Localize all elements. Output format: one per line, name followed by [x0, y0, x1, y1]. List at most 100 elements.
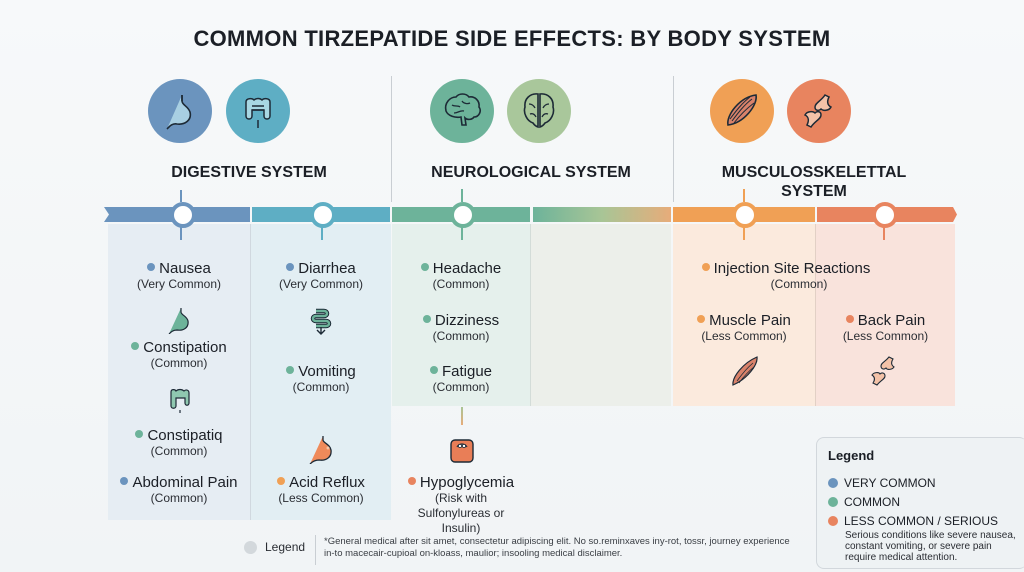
side-effect-frequency: (Common) [150, 491, 208, 505]
side-effect-diarrhea: Diarrhea (Very Common) [251, 260, 391, 292]
side-effect-name: Diarrhea [298, 260, 356, 277]
side-effect-name: Constipatiq [147, 427, 223, 444]
page-title: COMMON TIRZEPATIDE SIDE EFFECTS: BY BODY… [193, 26, 831, 51]
footer-legend[interactable]: Legend [244, 540, 305, 554]
common-dot [828, 497, 838, 507]
less-common-dot [277, 477, 286, 485]
common-dot [131, 342, 140, 350]
common-dot [420, 263, 429, 271]
timeline-node-digestive-1[interactable] [170, 202, 196, 228]
side-effect-name: Abdominal Pain [132, 474, 238, 491]
timeline-tick [321, 226, 323, 240]
very-common-dot [147, 263, 156, 271]
system-title-digestive: DIGESTIVE SYSTEM [171, 164, 327, 181]
timeline-tick [461, 189, 463, 202]
side-effect-name: Nausea [159, 260, 211, 277]
legend-entry-less-common-serious: LESS COMMON / SERIOUS [828, 514, 998, 528]
acid-reflux-stomach-icon [309, 436, 332, 464]
side-effect-back-pain: Back Pain (Less Common) [816, 312, 955, 344]
stomach-icon [168, 308, 189, 334]
side-effect-hypoglycemia: Hypoglycemia (Risk with Sulfonylureas or… [392, 474, 530, 536]
system-title-neurological: NEUROLOGICAL SYSTEM [431, 164, 631, 181]
footer-divider [315, 535, 316, 565]
less-common-dot [845, 315, 854, 323]
side-effect-name: Acid Reflux [289, 474, 365, 491]
side-effect-name: Hypoglycemia [419, 474, 515, 491]
panel-neuro-2 [531, 224, 671, 406]
side-effect-frequency-line-1: (Risk with [434, 491, 487, 505]
side-effect-abdominal-pain: Abdominal Pain (Common) [104, 474, 254, 506]
side-effect-acid-reflux: Acid Reflux (Less Common) [251, 474, 391, 506]
muscle-icon [732, 356, 758, 386]
timeline-tick [180, 190, 182, 202]
side-effect-name: Muscle Pain [709, 312, 791, 329]
stomach-icon [148, 79, 212, 143]
side-effect-injection-site-reactions: Injection Site Reactions (Common) [673, 260, 899, 292]
panel-digestive-2 [251, 224, 391, 520]
side-effect-frequency: (Very Common) [136, 277, 222, 291]
side-effect-name: Fatigue [441, 363, 493, 380]
legend-dot-icon [244, 540, 257, 554]
legend-title: Legend [828, 448, 875, 463]
very-common-dot [120, 477, 129, 485]
timeline-tick [743, 189, 745, 202]
side-effect-fatigue: Fatigue (Common) [392, 363, 530, 395]
timeline-node-neuro-1[interactable] [450, 202, 476, 228]
side-effect-name: Constipation [143, 339, 227, 356]
system-title-line-2: SYSTEM [781, 183, 847, 200]
side-effect-frequency: (Less Common) [278, 491, 364, 505]
intestines-icon [170, 388, 190, 413]
side-effect-frequency-line-3: Insulin) [441, 521, 481, 535]
less-common-dot [828, 516, 838, 526]
side-effect-nausea: Nausea (Very Common) [108, 260, 250, 292]
side-effect-name: Vomiting [298, 363, 356, 380]
timeline-tick [743, 226, 745, 240]
side-effect-frequency: (Common) [150, 356, 208, 370]
legend-entry-very-common: VERY COMMON [828, 476, 936, 490]
side-effect-frequency: (Less Common) [842, 329, 929, 343]
scale-icon [450, 439, 474, 463]
brain-top-icon [507, 79, 571, 143]
side-effect-dizziness: Dizziness (Common) [392, 312, 530, 344]
side-effect-name: Headache [432, 260, 502, 277]
legend-note: Serious conditions like severe nausea, c… [845, 530, 1016, 563]
side-effect-frequency: (Common) [770, 277, 828, 291]
side-effect-headache: Headache (Common) [392, 260, 530, 292]
side-effect-constipation: Constipation (Common) [108, 339, 250, 371]
section-divider [391, 76, 392, 202]
side-effect-name: Back Pain [857, 312, 926, 329]
side-effect-name: Injection Site Reactions [713, 260, 871, 277]
legend-panel: Legend VERY COMMON COMMON LESS COMMON / … [816, 437, 1024, 569]
timeline-tick [180, 226, 182, 240]
brain-side-icon [430, 79, 494, 143]
timeline-node-digestive-2[interactable] [310, 202, 336, 228]
less-common-dot [701, 263, 710, 271]
side-effect-frequency-line-2: Sulfonylureas or [417, 506, 505, 520]
timeline-node-musculo-2[interactable] [872, 202, 898, 228]
side-effect-frequency: (Common) [432, 277, 490, 291]
muscle-icon [710, 79, 774, 143]
medical-disclaimer: *General medical after sit amet, consect… [324, 536, 790, 559]
system-title-musculoskeletal: MUSCULOSSKELETTAL SYSTEM [673, 163, 955, 201]
section-divider [673, 76, 674, 202]
legend-entry-common: COMMON [828, 495, 900, 509]
common-dot [286, 366, 295, 374]
side-effect-frequency: (Common) [432, 380, 490, 394]
intestines-icon [226, 79, 290, 143]
timeline-end-arrow [949, 207, 957, 222]
legend-label: VERY COMMON [844, 476, 936, 490]
system-title-line-1: MUSCULOSSKELETTAL [721, 164, 907, 181]
joint-icon [871, 356, 895, 386]
legend-label: LESS COMMON / SERIOUS [844, 514, 999, 528]
common-dot [422, 315, 431, 323]
side-effect-frequency: (Common) [150, 444, 208, 458]
side-effect-frequency: (Common) [432, 329, 490, 343]
footer-legend-label: Legend [265, 540, 306, 554]
very-common-dot [286, 263, 295, 271]
panel-neuro-1 [392, 224, 531, 406]
side-effect-frequency: (Very Common) [278, 277, 364, 291]
side-effect-vomiting: Vomiting (Common) [251, 363, 391, 395]
side-effect-constipation-2: Constipatiq (Common) [108, 427, 250, 459]
timeline-node-musculo-1[interactable] [732, 202, 758, 228]
timeline-tick [461, 407, 463, 425]
